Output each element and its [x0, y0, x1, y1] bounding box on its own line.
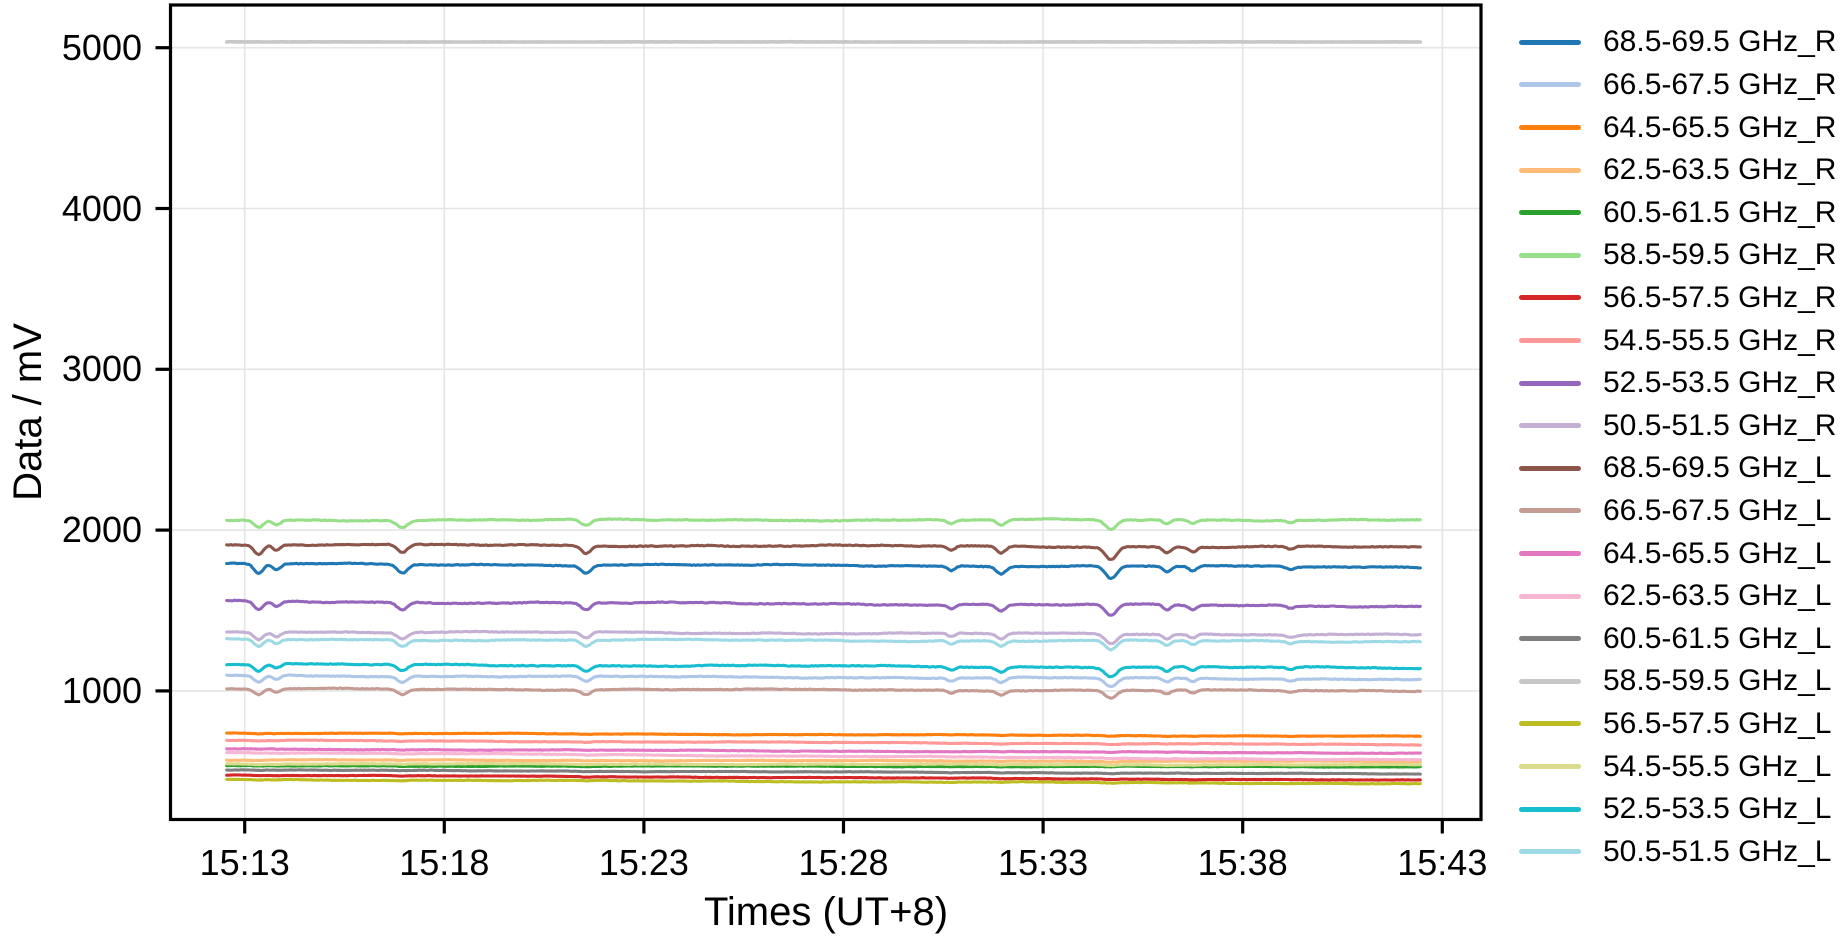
y-tick-label: 2000 [61, 509, 142, 551]
legend-label: 64.5-65.5 GHz_R [1603, 110, 1837, 144]
series-line [225, 761, 1422, 768]
legend-line-swatch [1519, 125, 1581, 130]
legend-item: 50.5-51.5 GHz_L [1519, 830, 1831, 873]
x-tick-label: 15:23 [598, 842, 689, 883]
series-line [225, 758, 1422, 764]
legend-label: 52.5-53.5 GHz_L [1603, 792, 1832, 826]
legend-line-swatch [1519, 210, 1581, 216]
legend-line-swatch [1519, 380, 1581, 386]
legend-label: 58.5-59.5 GHz_L [1603, 664, 1832, 698]
legend-item: 56.5-57.5 GHz_L [1519, 702, 1831, 745]
legend-line-swatch [1519, 338, 1581, 343]
y-tick-label: 1000 [61, 669, 142, 711]
series-line [225, 686, 1422, 700]
series-line [225, 598, 1422, 617]
legend-label: 60.5-61.5 GHz_R [1603, 195, 1837, 229]
legend-line-swatch [1519, 764, 1581, 769]
legend-item: 52.5-53.5 GHz_L [1519, 788, 1831, 831]
plot-border [168, 3, 1483, 822]
y-tick-label: 5000 [61, 26, 142, 68]
legend-item: 50.5-51.5 GHz_R [1519, 404, 1836, 447]
x-tick-label: 15:38 [1197, 842, 1288, 883]
x-tick-label: 15:13 [199, 842, 290, 883]
legend-label: 60.5-61.5 GHz_L [1603, 621, 1832, 655]
series-line [225, 637, 1422, 652]
legend-item: 60.5-61.5 GHz_R [1519, 191, 1836, 234]
legend-label: 54.5-55.5 GHz_R [1603, 323, 1837, 357]
series-line [225, 768, 1422, 776]
series-line [225, 763, 1422, 769]
legend-label: 56.5-57.5 GHz_L [1603, 706, 1832, 740]
legend-line-swatch [1519, 551, 1581, 556]
legend-line-swatch [1519, 252, 1581, 258]
gridlines [170, 5, 1481, 820]
legend-item: 52.5-53.5 GHz_R [1519, 362, 1836, 405]
legend-label: 50.5-51.5 GHz_R [1603, 408, 1837, 442]
x-tick-label: 15:43 [1397, 842, 1488, 883]
series-line [225, 747, 1422, 756]
legend-line-swatch [1519, 295, 1581, 301]
series-line [225, 731, 1422, 739]
legend-item: 56.5-57.5 GHz_R [1519, 276, 1836, 319]
legend-line-swatch [1519, 849, 1581, 855]
legend-line-swatch [1519, 636, 1581, 642]
legend-item: 66.5-67.5 GHz_R [1519, 63, 1836, 106]
series-line [225, 773, 1422, 782]
legend-line-swatch [1519, 721, 1581, 727]
legend-line-swatch [1519, 39, 1581, 45]
x-axis-label: Times (UT+8) [703, 890, 949, 934]
legend-item: 66.5-67.5 GHz_L [1519, 489, 1831, 532]
legend-item: 54.5-55.5 GHz_R [1519, 319, 1836, 362]
legend-item: 58.5-59.5 GHz_R [1519, 234, 1836, 277]
legend-line-swatch [1519, 806, 1581, 812]
legend-label: 56.5-57.5 GHz_R [1603, 280, 1837, 314]
legend-item: 68.5-69.5 GHz_L [1519, 447, 1831, 490]
x-tick-label: 15:18 [399, 842, 490, 883]
legend-label: 52.5-53.5 GHz_R [1603, 366, 1837, 400]
legend-line-swatch [1519, 167, 1581, 173]
x-tick-label: 15:33 [998, 842, 1089, 883]
legend-label: 68.5-69.5 GHz_R [1603, 25, 1837, 59]
legend-label: 66.5-67.5 GHz_L [1603, 493, 1832, 527]
legend-label: 64.5-65.5 GHz_L [1603, 536, 1832, 570]
series-line [225, 673, 1422, 689]
series-line [225, 661, 1422, 679]
y-tick-label: 4000 [61, 187, 142, 229]
series-line [225, 629, 1422, 646]
series-line [225, 542, 1422, 561]
legend-line-swatch [1519, 593, 1581, 599]
legend-line-swatch [1519, 465, 1581, 471]
series-line [225, 561, 1422, 581]
legend-item: 58.5-59.5 GHz_L [1519, 660, 1831, 703]
legend-label: 58.5-59.5 GHz_R [1603, 238, 1837, 272]
legend-item: 64.5-65.5 GHz_L [1519, 532, 1831, 575]
legend-label: 50.5-51.5 GHz_L [1603, 834, 1832, 868]
legend-line-swatch [1519, 678, 1581, 684]
legend-label: 62.5-63.5 GHz_R [1603, 153, 1837, 187]
series-line [225, 777, 1422, 786]
legend-item: 68.5-69.5 GHz_R [1519, 21, 1836, 64]
series-lines [224, 39, 1423, 786]
legend-item: 64.5-65.5 GHz_R [1519, 106, 1836, 149]
legend-line-swatch [1519, 82, 1581, 88]
tick-marks [155, 46, 1444, 834]
series-line [225, 517, 1422, 532]
legend-item: 60.5-61.5 GHz_L [1519, 617, 1831, 660]
legend-item: 54.5-55.5 GHz_L [1519, 745, 1831, 788]
x-tick-label: 15:28 [798, 842, 889, 883]
legend-label: 62.5-63.5 GHz_L [1603, 579, 1832, 613]
legend-label: 68.5-69.5 GHz_L [1603, 451, 1832, 485]
series-line [225, 750, 1422, 762]
legend-label: 54.5-55.5 GHz_L [1603, 749, 1832, 783]
legend-line-swatch [1519, 508, 1581, 514]
legend-item: 62.5-63.5 GHz_R [1519, 149, 1836, 192]
series-line [225, 738, 1422, 747]
y-axis-label: Data / mV [6, 323, 50, 501]
legend-label: 66.5-67.5 GHz_R [1603, 67, 1837, 101]
legend-line-swatch [1519, 423, 1581, 429]
legend-item: 62.5-63.5 GHz_L [1519, 575, 1831, 618]
y-tick-label: 3000 [61, 348, 142, 390]
